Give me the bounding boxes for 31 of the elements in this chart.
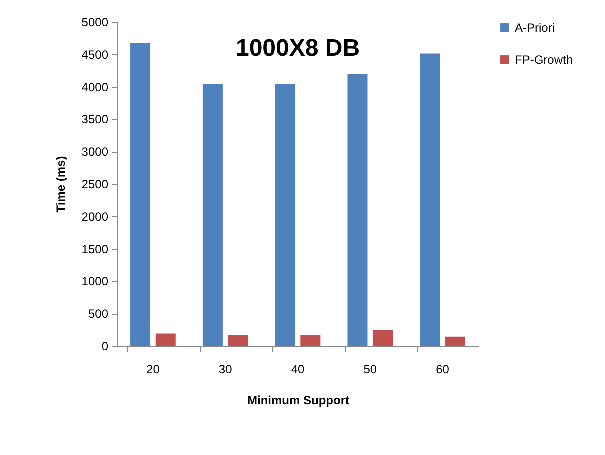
bar — [228, 334, 248, 346]
y-tick-label: 500 — [88, 307, 109, 322]
bar — [300, 334, 321, 346]
x-tick-label: 30 — [218, 362, 233, 376]
y-tick-label: 1500 — [82, 242, 109, 256]
y-tick-label: 0 — [102, 340, 109, 354]
y-tick-label: 3500 — [82, 112, 109, 127]
bar — [130, 43, 151, 346]
x-tick-label: 60 — [436, 362, 450, 376]
bar — [373, 330, 394, 346]
y-tick-label: 1000 — [82, 274, 109, 289]
bar — [348, 74, 368, 346]
text: 1000X8 DB — [236, 35, 360, 62]
bar — [420, 54, 440, 346]
y-tick-label: 3000 — [82, 145, 109, 160]
legend-label: FP-Growth — [515, 53, 574, 67]
x-tick-label: 50 — [364, 362, 378, 376]
bar — [202, 84, 223, 346]
legend-label: A-Priori — [515, 21, 556, 35]
bar — [275, 84, 296, 346]
bar — [445, 336, 466, 346]
y-axis-title: Time (ms) — [54, 156, 68, 213]
x-axis-title: Minimum Support — [248, 394, 350, 408]
y-tick-label: 4000 — [82, 80, 109, 94]
y-tick-label: 2000 — [82, 210, 109, 224]
y-tick-label: 4500 — [82, 48, 109, 62]
bar — [156, 334, 176, 346]
x-tick-label: 40 — [291, 362, 305, 376]
y-tick-label: 5000 — [82, 16, 109, 30]
x-tick-label: 20 — [146, 362, 160, 376]
y-tick-label: 2500 — [82, 178, 109, 192]
